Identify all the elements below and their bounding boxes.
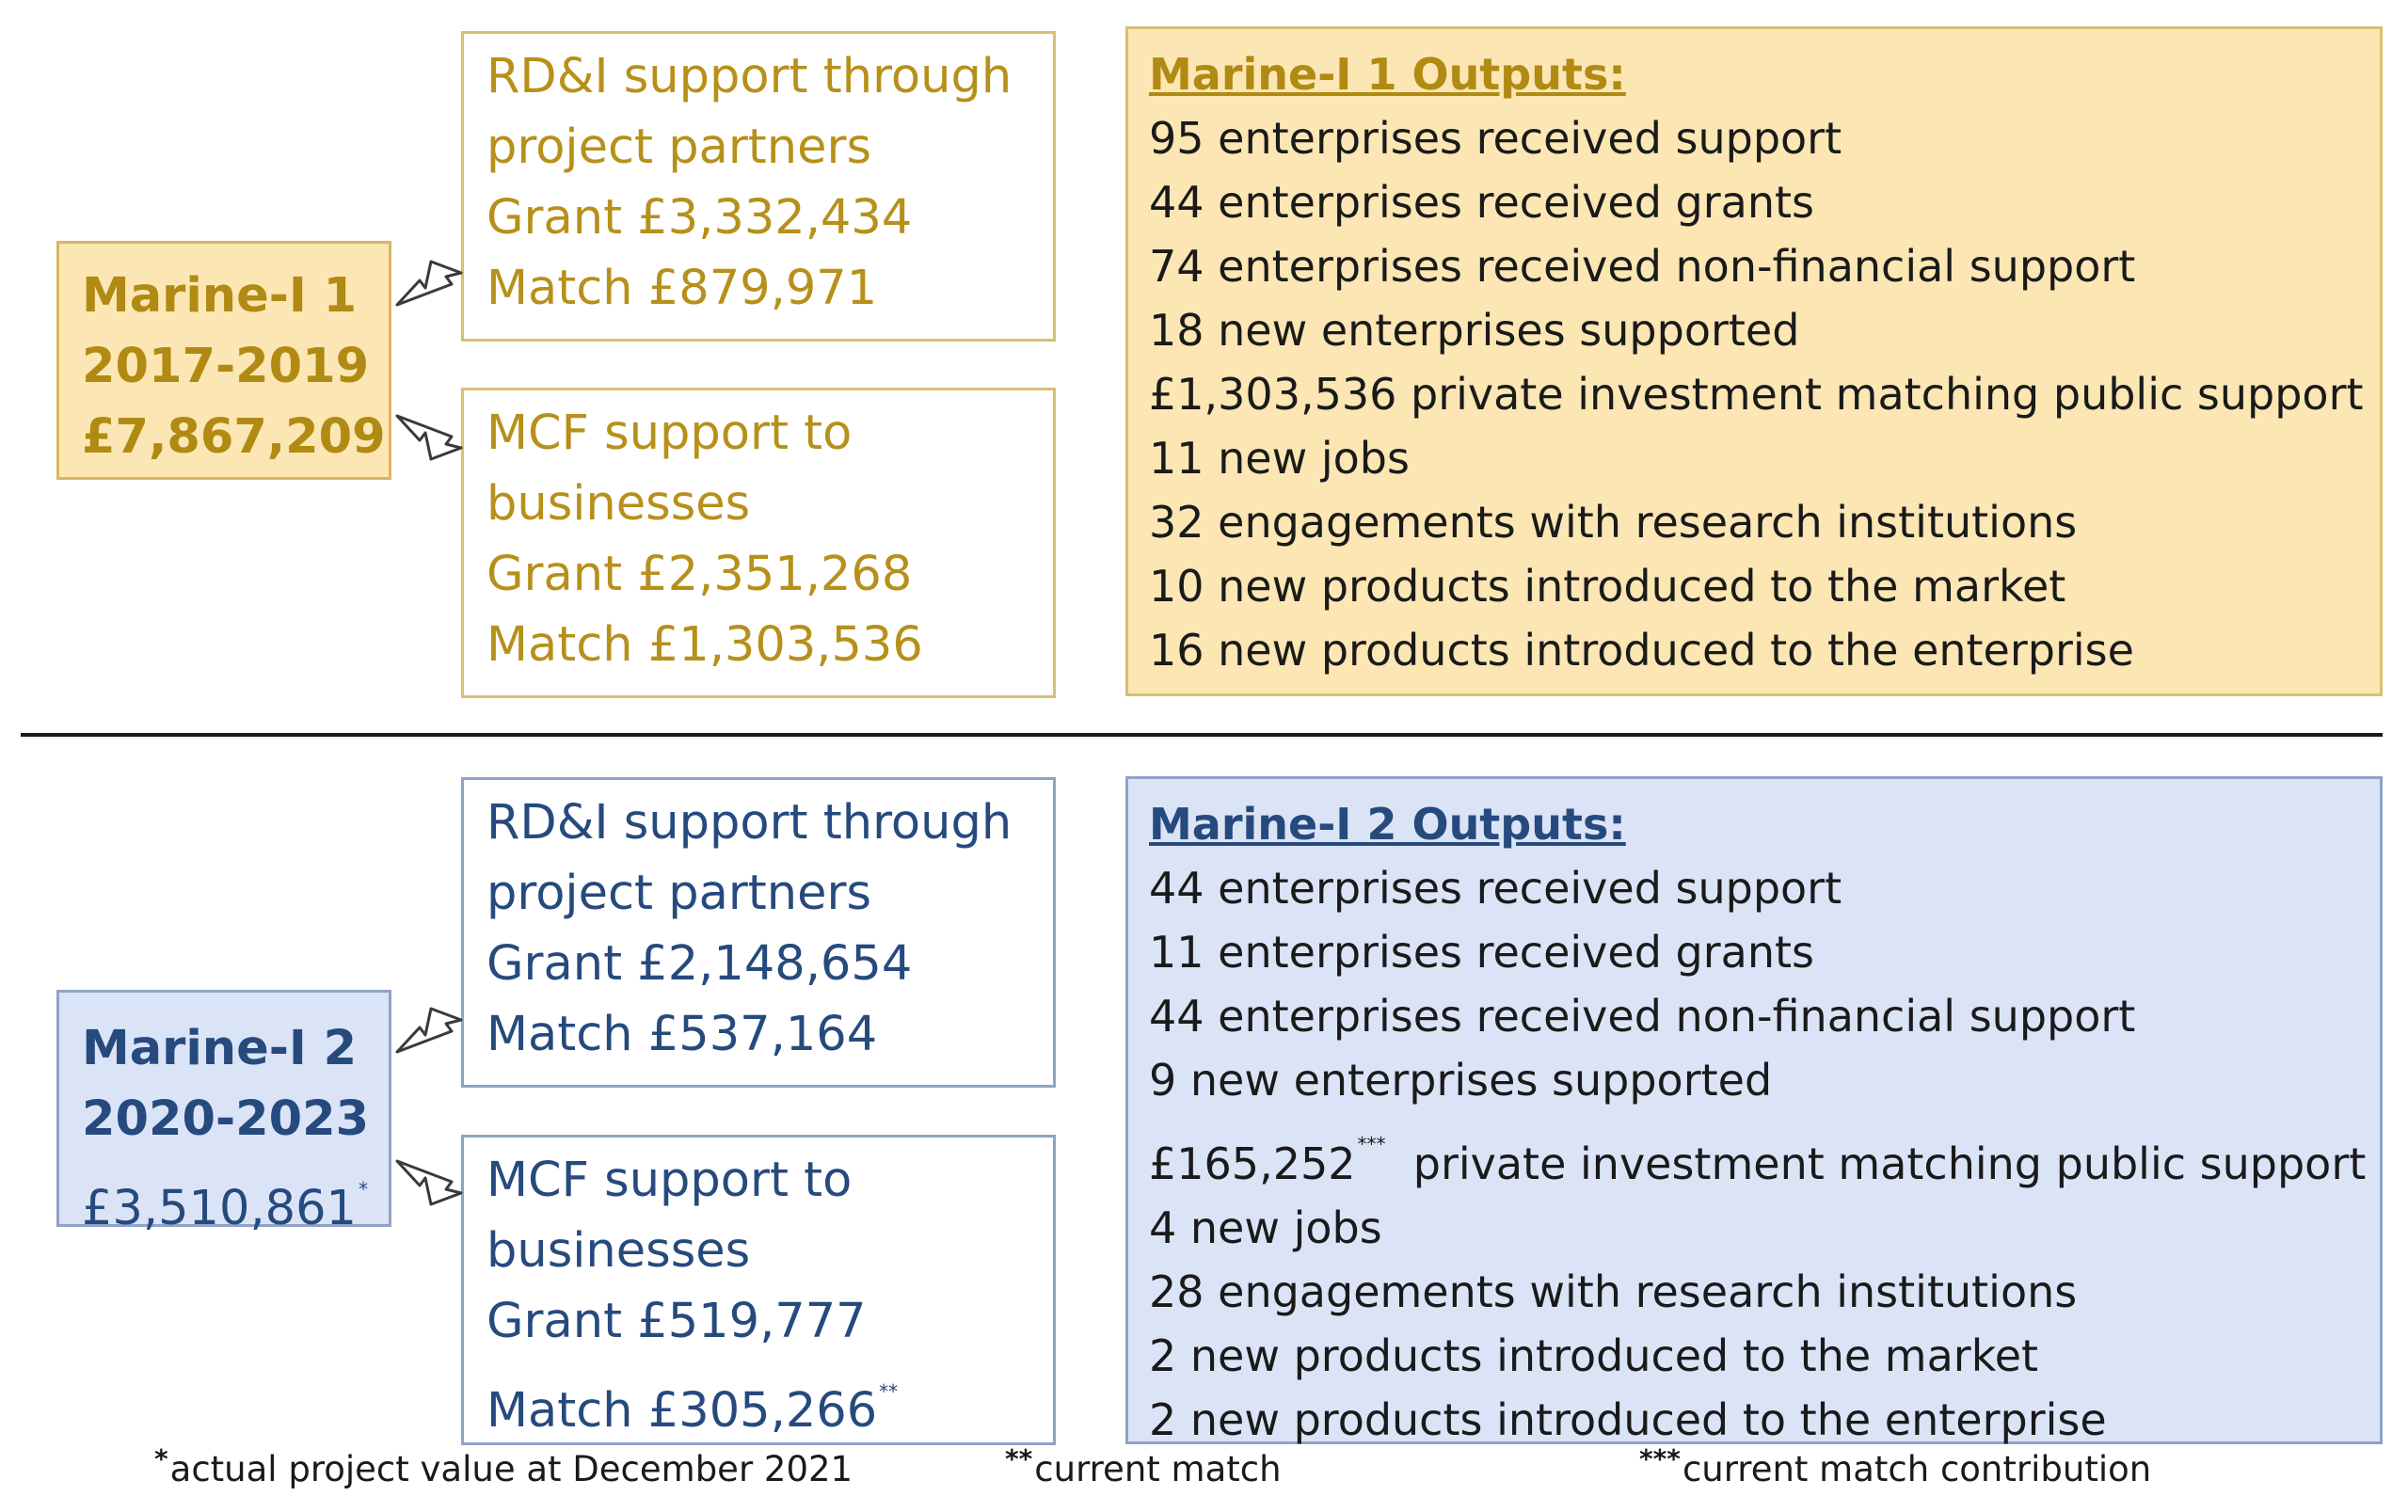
footnote-3: ***current match contribution bbox=[1639, 1443, 2152, 1489]
marine-i-2-outputs-box: Marine-I 2 Outputs: 44 enterprises recei… bbox=[1125, 776, 2383, 1445]
support-title-cont: project partners bbox=[486, 866, 872, 921]
support-grant: Grant £3,332,434 bbox=[486, 190, 913, 246]
arrow-right-icon bbox=[395, 1007, 463, 1054]
investment-description: private investment matching public suppo… bbox=[1412, 1138, 2367, 1189]
support-match: Match £537,164 bbox=[486, 1007, 878, 1062]
output-item: 95 enterprises received support bbox=[1149, 113, 1842, 164]
investment-amount: £165,252 bbox=[1149, 1138, 1356, 1189]
program-name: Marine-I 2 bbox=[82, 1021, 358, 1076]
marine-i-2-program-box: Marine-I 2 2020-2023 £3,510,861 * bbox=[56, 990, 391, 1236]
output-item: 11 new jobs bbox=[1149, 433, 1410, 484]
outputs-title: Marine-I 2 Outputs: bbox=[1149, 799, 1626, 850]
support-match-text: Match £305,266 bbox=[486, 1383, 878, 1439]
output-item: £1,303,536 private investment matching p… bbox=[1149, 369, 2364, 420]
support-grant: Grant £2,148,654 bbox=[486, 936, 913, 992]
support-title-cont: project partners bbox=[486, 119, 872, 175]
marine-i-1-mcf-support-box: MCF support to businesses Grant £2,351,2… bbox=[461, 388, 1056, 698]
arrow-right-icon bbox=[395, 260, 463, 307]
output-item: 18 new enterprises supported bbox=[1149, 305, 1800, 356]
footnote-marker: ** bbox=[1005, 1443, 1033, 1474]
output-item: 32 engagements with research institution… bbox=[1149, 497, 2078, 548]
output-item: 28 engagements with research institution… bbox=[1149, 1266, 2078, 1317]
support-title: MCF support to bbox=[486, 406, 853, 461]
footnote-marker: *** bbox=[1639, 1443, 1681, 1474]
output-item: 2 new products introduced to the market bbox=[1149, 1330, 2039, 1381]
support-grant: Grant £519,777 bbox=[486, 1294, 867, 1349]
output-item: 44 enterprises received support bbox=[1149, 863, 1842, 914]
support-title-cont: businesses bbox=[486, 476, 751, 532]
marine-i-2-mcf-support-box: MCF support to businesses Grant £519,777… bbox=[461, 1135, 1056, 1445]
program-name: Marine-I 1 bbox=[82, 268, 358, 324]
program-value-text: £3,510,861 bbox=[82, 1181, 358, 1236]
support-title: MCF support to bbox=[486, 1153, 853, 1208]
program-value: £3,510,861 * bbox=[82, 1154, 389, 1244]
support-match: Match £879,971 bbox=[486, 261, 878, 316]
program-value: £7,867,209 bbox=[82, 409, 386, 465]
footnote-marker: * bbox=[359, 1178, 369, 1201]
support-title: RD&I support through bbox=[486, 795, 1013, 851]
output-item: 74 enterprises received non-financial su… bbox=[1149, 241, 2136, 292]
output-item-investment: £165,252 *** private investment matching … bbox=[1149, 1112, 2380, 1196]
program-years: 2020-2023 bbox=[82, 1091, 370, 1147]
output-item: 11 enterprises received grants bbox=[1149, 927, 1814, 978]
footnote-marker: ** bbox=[879, 1380, 899, 1403]
footnote-2: **current match bbox=[1005, 1443, 1282, 1489]
support-grant: Grant £2,351,268 bbox=[486, 547, 913, 602]
footnote-marker: * bbox=[154, 1443, 168, 1474]
arrow-right-icon bbox=[395, 414, 463, 461]
footnote-text: current match bbox=[1034, 1449, 1282, 1489]
marine-i-1-outputs-box: Marine-I 1 Outputs: 95 enterprises recei… bbox=[1125, 26, 2383, 696]
marine-i-2-rdi-support-box: RD&I support through project partners Gr… bbox=[461, 777, 1056, 1088]
output-item: 2 new products introduced to the enterpr… bbox=[1149, 1394, 2107, 1445]
output-item: 4 new jobs bbox=[1149, 1202, 1382, 1253]
support-title-cont: businesses bbox=[486, 1223, 751, 1279]
footnote-marker: *** bbox=[1357, 1133, 1386, 1155]
outputs-title: Marine-I 1 Outputs: bbox=[1149, 49, 1626, 100]
support-match: Match £305,266 ** bbox=[486, 1357, 1053, 1446]
support-match: Match £1,303,536 bbox=[486, 617, 923, 673]
output-item: 44 enterprises received grants bbox=[1149, 177, 1814, 228]
arrow-right-icon bbox=[395, 1159, 463, 1206]
footnote-text: actual project value at December 2021 bbox=[169, 1449, 853, 1489]
program-years: 2017-2019 bbox=[82, 339, 370, 394]
section-divider bbox=[21, 733, 2383, 737]
output-item: 16 new products introduced to the enterp… bbox=[1149, 625, 2134, 676]
output-item: 9 new enterprises supported bbox=[1149, 1055, 1773, 1106]
footnote-1: *actual project value at December 2021 bbox=[154, 1443, 853, 1489]
marine-i-1-program-box: Marine-I 1 2017-2019 £7,867,209 bbox=[56, 241, 391, 480]
output-item: 44 enterprises received non-financial su… bbox=[1149, 991, 2136, 1042]
output-item: 10 new products introduced to the market bbox=[1149, 561, 2066, 612]
support-title: RD&I support through bbox=[486, 49, 1013, 104]
marine-i-1-rdi-support-box: RD&I support through project partners Gr… bbox=[461, 31, 1056, 342]
footnote-text: current match contribution bbox=[1682, 1449, 2152, 1489]
